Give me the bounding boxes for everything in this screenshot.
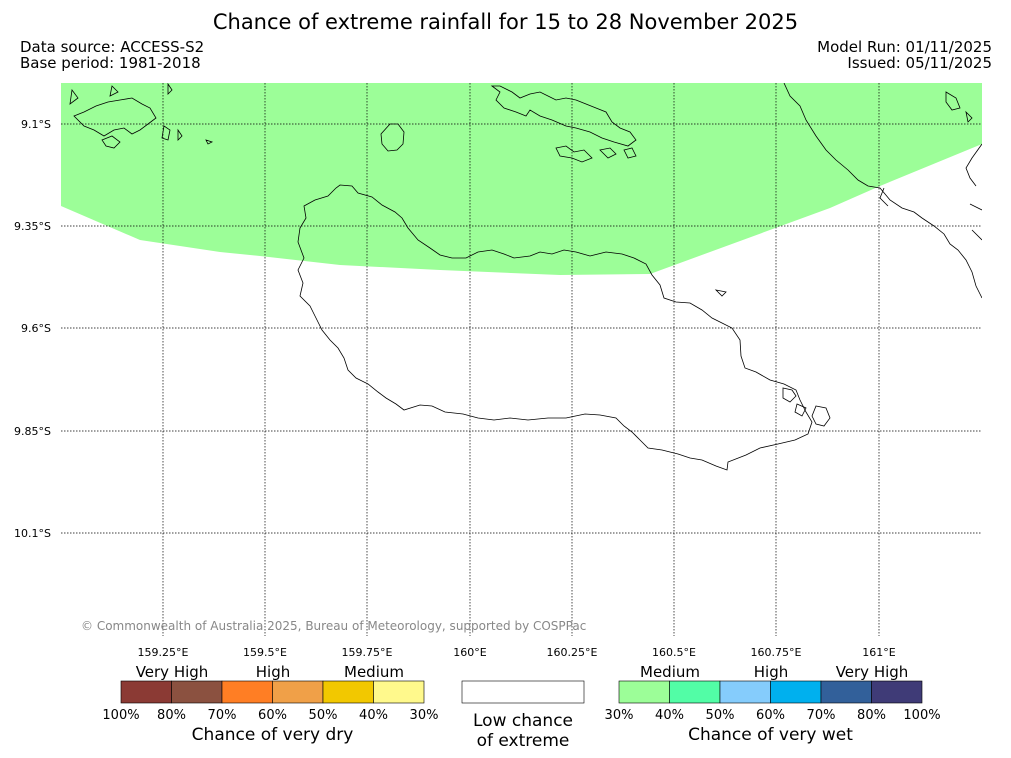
dry-tick: 30% <box>410 708 439 723</box>
savo-island <box>380 123 405 152</box>
lat-label: 9.6°S <box>21 322 51 335</box>
lon-label: 159.75°E <box>342 646 393 659</box>
lat-label: 9.1°S <box>21 118 51 131</box>
legend: 100% 80% 70% 60% 50% 40% 30% Very High High Mediu… <box>102 663 940 751</box>
dry-swatch <box>120 680 172 704</box>
dry-swatch <box>272 680 324 704</box>
low-chance-caption: of extreme <box>477 731 570 751</box>
low-chance-caption: Low chance <box>473 711 573 731</box>
wet-swatch <box>669 680 721 704</box>
lat-label: 10.1°S <box>14 527 51 540</box>
base-period: Base period: 1981-2018 <box>20 54 201 72</box>
model-run: Model Run: 01/11/2025 <box>817 38 992 56</box>
wet-swatch <box>770 680 822 704</box>
copyright-notice: © Commonwealth of Australia 2025, Bureau… <box>81 619 587 633</box>
lon-label: 160.5°E <box>652 646 696 659</box>
wet-tick: 50% <box>706 708 735 723</box>
islet-outline <box>714 289 831 427</box>
data-source: Data source: ACCESS-S2 <box>20 38 205 56</box>
lat-label: 9.85°S <box>14 425 51 438</box>
wet-category: Medium <box>640 663 700 681</box>
wet-swatch <box>719 680 771 704</box>
wet-tick: 40% <box>655 708 684 723</box>
dry-tick: 60% <box>258 708 287 723</box>
wet-tick: 60% <box>756 708 785 723</box>
russell-islands <box>69 83 214 149</box>
wet-caption: Chance of very wet <box>688 725 853 745</box>
wet-medium-region <box>61 83 982 275</box>
lon-label: 160.25°E <box>547 646 598 659</box>
lon-label: 159.25°E <box>138 646 189 659</box>
lon-label: 160°E <box>453 646 486 659</box>
latitude-labels: 9.1°S 9.35°S 9.6°S 9.85°S 10.1°S <box>14 118 51 540</box>
wet-swatch <box>871 680 923 704</box>
lon-label: 160.75°E <box>751 646 802 659</box>
dry-swatch <box>221 680 273 704</box>
dry-tick: 80% <box>157 708 186 723</box>
wet-category: High <box>754 663 788 681</box>
lat-label: 9.35°S <box>14 220 51 233</box>
dry-tick: 50% <box>309 708 338 723</box>
wet-tick: 80% <box>857 708 886 723</box>
lon-label: 161°E <box>862 646 895 659</box>
dry-swatch <box>322 680 374 704</box>
wet-tick: 30% <box>605 708 634 723</box>
wet-swatch <box>618 680 670 704</box>
dry-swatch <box>171 680 223 704</box>
dry-category: High <box>256 663 290 681</box>
dry-tick: 70% <box>208 708 237 723</box>
island-coastline <box>297 184 813 471</box>
meta-left: Data source: ACCESS-S2 Base period: 1981… <box>20 39 204 71</box>
wet-tick: 100% <box>903 708 940 723</box>
dry-swatch <box>373 680 425 704</box>
wet-swatch <box>820 680 872 704</box>
wet-category: Very High <box>836 663 909 681</box>
longitude-labels: 159.25°E 159.5°E 159.75°E 160°E 160.25°E 160.… <box>138 646 896 659</box>
dry-tick: 40% <box>359 708 388 723</box>
meta-right: Model Run: 01/11/2025 Issued: 05/11/2025 <box>817 39 992 71</box>
low-chance-swatch <box>461 680 585 704</box>
florida-islands <box>490 85 637 163</box>
dry-tick: 100% <box>102 708 139 723</box>
dry-caption: Chance of very dry <box>192 725 354 745</box>
malaita-coastline <box>783 83 982 299</box>
wet-tick: 70% <box>807 708 836 723</box>
lon-label: 159.5°E <box>243 646 287 659</box>
map-title: Chance of extreme rainfall for 15 to 28 … <box>212 10 799 34</box>
dry-category: Medium <box>344 663 404 681</box>
dry-category: Very High <box>136 663 209 681</box>
map-area <box>61 83 982 471</box>
issued-date: Issued: 05/11/2025 <box>847 54 992 72</box>
graticule <box>61 83 982 636</box>
